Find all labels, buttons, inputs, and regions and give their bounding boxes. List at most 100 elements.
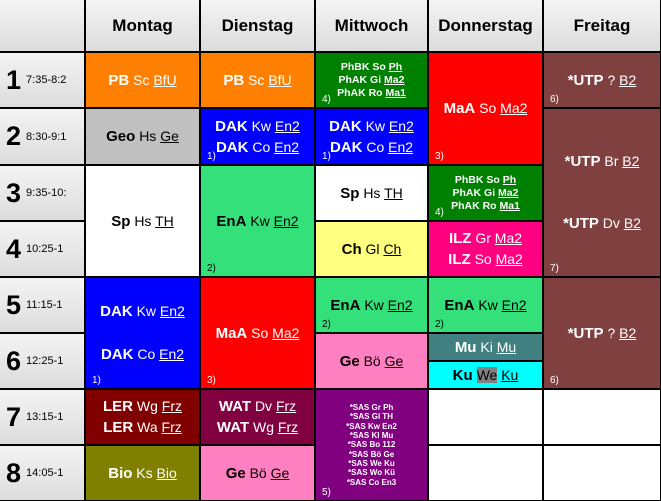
lesson-line: Mu Ki Mu — [455, 337, 516, 358]
lesson-subject: WAT — [218, 398, 252, 415]
lesson-cell: Ge Bö Ge — [316, 334, 427, 388]
lesson-subject: PhAK — [452, 186, 482, 199]
footnote-marker: 1) — [207, 151, 216, 162]
lesson-subject: PhAK — [451, 199, 480, 212]
lesson-teacher: ? — [607, 324, 616, 341]
lesson-room: En2 — [387, 296, 413, 313]
day-name: Freitag — [573, 15, 631, 35]
lesson-room: Ma2 — [272, 324, 300, 341]
lesson-line: *UTP Dv B2 — [563, 213, 641, 234]
lesson-teacher: ? — [607, 71, 616, 88]
lesson-teacher: Hs — [363, 184, 381, 201]
lesson-teacher: We — [370, 458, 382, 468]
period-number: 1 — [6, 64, 22, 95]
lesson-room: Ph — [388, 60, 403, 73]
lesson-subject: EnA — [216, 212, 247, 230]
lesson-cell: DAK Kw En2 DAK Co En2 1) — [201, 109, 314, 164]
lesson-subject: *UTP — [564, 152, 601, 170]
period-time: 12:25-1 — [26, 355, 64, 367]
lesson-subject: Ku — [452, 366, 473, 384]
lesson-teacher: Gl — [365, 240, 380, 257]
lesson-subject: *SAS — [348, 468, 368, 478]
lesson-teacher: Bo — [369, 440, 381, 450]
lesson-subject: *SAS — [348, 458, 368, 468]
lesson-teacher: So — [474, 251, 492, 267]
lesson-teacher: Kw — [367, 421, 380, 431]
lesson-subject: Mu — [454, 338, 477, 356]
period-cell: 1 7:35-8:2 — [0, 53, 84, 107]
lesson-room: Mu — [381, 431, 394, 441]
lesson-subject: DAK — [215, 117, 248, 135]
lesson-line: *SAS Gl TH — [350, 412, 393, 421]
lesson-teacher: Sc — [248, 71, 265, 88]
lesson-room: En2 — [501, 296, 527, 313]
lesson-cell: *SAS Gr Ph *SAS Gl TH *SAS Kw En2 *SAS Kl M… — [316, 390, 427, 500]
lesson-teacher: Sc — [133, 71, 150, 88]
lesson-teacher: Ro — [482, 199, 497, 212]
footnote-marker: 4) — [322, 94, 331, 105]
lesson-line: *SAS Bo 112 — [348, 440, 396, 449]
period-number: 7 — [6, 401, 22, 432]
lesson-line: Ku We Ku — [452, 365, 519, 386]
lesson-room: Ph — [502, 173, 517, 186]
lesson-cell: Mu Ki Mu — [429, 334, 542, 360]
lesson-room: Ph — [383, 403, 394, 413]
lesson-teacher: Kl — [371, 431, 380, 441]
lesson-room: Ge — [384, 352, 404, 369]
lesson-teacher: Co — [366, 138, 385, 155]
lesson-subject: *SAS — [346, 477, 367, 487]
lesson-teacher: Bö — [363, 352, 381, 369]
lesson-room: B2 — [619, 71, 637, 88]
lesson-teacher: Kw — [365, 117, 386, 134]
lesson-line: MaA So Ma2 — [216, 323, 300, 344]
lesson-cell: MaA So Ma2 3) — [429, 53, 542, 164]
period-time: 8:30-9:1 — [26, 130, 67, 143]
lesson-subject: LER — [103, 419, 134, 436]
lesson-subject: Sp — [340, 184, 360, 202]
lesson-room: B2 — [623, 215, 641, 232]
lesson-teacher: Hs — [139, 128, 157, 144]
footnote-marker: 7) — [550, 263, 559, 274]
lesson-teacher: Kw — [251, 117, 272, 134]
footnote-marker: 6) — [550, 375, 559, 386]
lesson-room: Ch — [383, 240, 402, 257]
lesson-teacher: Kw — [250, 212, 270, 229]
lesson-teacher: Wa — [137, 419, 158, 435]
lesson-line: *SAS Bö Ge — [349, 450, 394, 459]
lesson-cell: Ku We Ku — [429, 362, 542, 388]
lesson-room: Kü — [384, 468, 395, 478]
lesson-teacher: Ro — [368, 86, 383, 99]
lesson-teacher: We — [476, 366, 498, 383]
lesson-subject: ILZ — [448, 251, 471, 268]
lesson-cell: PhBK So Ph PhAK Gi Ma2 PhAK Ro Ma1 4) — [429, 166, 542, 220]
lesson-line: Ge Bö Ge — [226, 463, 290, 484]
lesson-room: En2 — [388, 138, 414, 155]
lesson-room: Ma1 — [385, 86, 406, 99]
footnote-marker: 2) — [207, 263, 216, 274]
lesson-cell: ILZ Gr Ma2 ILZ So Ma2 — [429, 222, 542, 276]
footnote-marker: 2) — [435, 319, 444, 330]
footnote-marker: 3) — [435, 151, 444, 162]
lesson-subject: PhBK — [454, 173, 484, 186]
period-time: 7:35-8:2 — [26, 74, 67, 86]
lesson-line: *SAS Kw En2 — [346, 422, 397, 431]
lesson-subject: PhBK — [340, 60, 370, 73]
lesson-room: En2 — [273, 212, 299, 229]
lesson-subject: WAT — [216, 419, 250, 436]
lesson-cell: DAK Kw En2 DAK Co En2 1) — [316, 109, 427, 164]
period-time: 10:25-1 — [26, 243, 64, 255]
lesson-room: Frz — [277, 419, 299, 435]
lesson-cell — [544, 390, 660, 444]
lesson-line: Ge Bö Ge — [340, 351, 404, 372]
lesson-teacher: Hs — [134, 212, 152, 229]
lesson-line: *UTP ? B2 — [568, 70, 637, 91]
lesson-teacher: Kw — [364, 296, 384, 313]
lesson-room: Ku — [501, 366, 519, 383]
lesson-teacher: Bö — [370, 449, 382, 459]
lesson-room: Mu — [496, 338, 517, 355]
day-header: Donnerstag — [429, 0, 542, 51]
lesson-room: Frz — [275, 398, 297, 414]
day-name: Mittwoch — [334, 15, 409, 35]
lesson-line: EnA Kw En2 — [330, 295, 412, 316]
